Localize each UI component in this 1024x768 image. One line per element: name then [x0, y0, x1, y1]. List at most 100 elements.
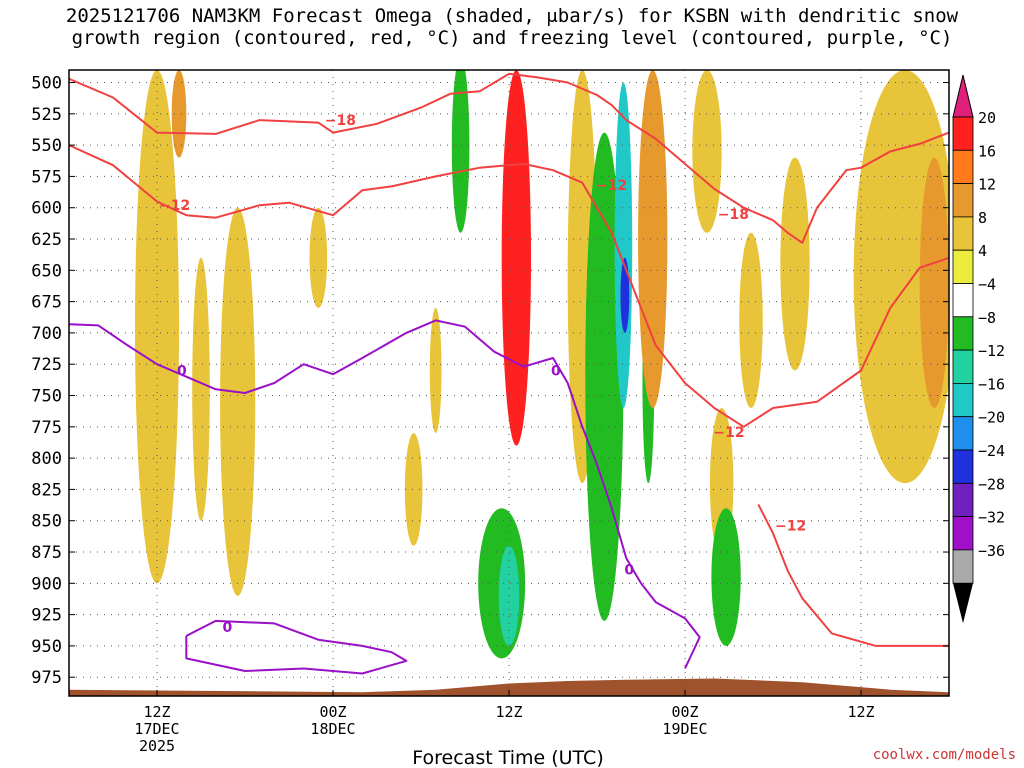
- colorbar-label-1: 16: [978, 142, 996, 160]
- contour-label-text: −18: [325, 113, 356, 129]
- x-tick-label-42-1: 19DEC: [662, 720, 707, 738]
- colorbar-swatch-8: [952, 382, 974, 418]
- contour-label-1-2: −12: [713, 425, 744, 441]
- colorbar-swatch-3: [952, 216, 974, 251]
- colorbar-label-4: 4: [978, 242, 987, 260]
- y-tick-label-725: 725: [31, 355, 62, 375]
- omega-region-22: [614, 82, 633, 409]
- colorbar-label-6: −8: [978, 309, 996, 327]
- x-tick-label-30-0: 12Z: [495, 703, 522, 721]
- x-tick-label-54-0: 12Z: [847, 703, 874, 721]
- chart-title-line1: 2025121706 NAM3KM Forecast Omega (shaded…: [65, 5, 959, 27]
- y-tick-label-900: 900: [31, 574, 62, 594]
- contour-label-1-3: −12: [775, 519, 806, 535]
- colorbar-label-8: −16: [978, 375, 1005, 393]
- omega-region-23: [508, 245, 524, 333]
- omega-region-8: [780, 157, 810, 371]
- omega-region-3: [404, 433, 423, 546]
- colorbar-swatch-7: [952, 349, 974, 384]
- colorbar-label-12: −32: [978, 509, 1005, 527]
- ground-surface: [69, 678, 949, 696]
- colorbar-swatch-1: [952, 149, 974, 185]
- omega-region-24: [620, 257, 630, 333]
- credit-text: coolwx.com/models: [873, 747, 1016, 763]
- colorbar-swatch-12: [952, 516, 974, 551]
- contour-label-0-1: −18: [718, 207, 749, 223]
- contour-label-1-0: −12: [159, 198, 190, 214]
- x-axis-label: Forecast Time (UTC): [412, 747, 603, 768]
- omega-region-0: [135, 70, 179, 584]
- colorbar-swatch-11: [952, 482, 974, 517]
- omega-region-15: [451, 70, 470, 233]
- colorbar-label-3: 8: [978, 209, 987, 227]
- y-tick-label-975: 975: [31, 668, 62, 688]
- contour-label-text: 0: [223, 620, 233, 636]
- colorbar-label-13: −36: [978, 542, 1005, 560]
- y-tick-label-775: 775: [31, 418, 62, 438]
- omega-region-11: [309, 207, 328, 308]
- contour-label-3-3: 0: [223, 620, 233, 636]
- omega-region-6: [692, 70, 722, 233]
- colorbar-label-0: 20: [978, 109, 996, 127]
- y-tick-label-675: 675: [31, 293, 62, 313]
- chart-title-line2: growth region (contoured, red, °C) and f…: [71, 27, 953, 49]
- colorbar-swatch-5: [952, 283, 974, 318]
- y-tick-label-600: 600: [31, 199, 62, 219]
- y-tick-label-850: 850: [31, 512, 62, 532]
- contour-label-3-1: 0: [551, 363, 561, 379]
- x-tick-label-18-1: 18DEC: [310, 720, 355, 738]
- x-tick-label-6-1: 17DEC: [134, 720, 179, 738]
- contour-label-3-0: 0: [177, 363, 187, 379]
- contour-4: [185, 619, 408, 675]
- colorbar-label-9: −20: [978, 409, 1005, 427]
- contour-label-text: −12: [159, 198, 190, 214]
- contour-label-3-2: 0: [624, 563, 634, 579]
- colorbar-top-arrow: [952, 74, 974, 118]
- colorbar-label-7: −12: [978, 342, 1005, 360]
- y-tick-label-650: 650: [31, 261, 62, 281]
- omega-region-18: [638, 70, 668, 409]
- contour-0: [69, 72, 949, 244]
- colorbar-swatch-9: [952, 416, 974, 451]
- omega-region-17: [171, 70, 187, 158]
- colorbar-swatch-10: [952, 449, 974, 484]
- colorbar-swatch-2: [952, 183, 974, 218]
- omega-region-14: [711, 508, 741, 646]
- colorbar-bottom-arrow: [953, 583, 973, 624]
- colorbar-label-5: −4: [978, 276, 996, 294]
- y-tick-label-875: 875: [31, 543, 62, 563]
- x-tick-label-6-0: 12Z: [143, 703, 170, 721]
- omega-region-12: [585, 132, 624, 621]
- x-tick-label-6-2: 2025: [139, 737, 175, 755]
- x-tick-label-18-0: 00Z: [319, 703, 346, 721]
- y-tick-label-500: 500: [31, 74, 62, 94]
- colorbar-swatch-0: [952, 116, 974, 151]
- y-tick-label-525: 525: [31, 105, 62, 125]
- contour-3: [69, 319, 701, 669]
- colorbar-label-11: −28: [978, 475, 1005, 493]
- y-tick-label-825: 825: [31, 480, 62, 500]
- y-tick-label-550: 550: [31, 136, 62, 156]
- y-tick-label-800: 800: [31, 449, 62, 469]
- omega-region-4: [429, 307, 442, 434]
- contour-label-text: 0: [624, 563, 634, 579]
- omega-region-1: [220, 207, 256, 596]
- colorbar-swatch-6: [952, 316, 974, 351]
- y-tick-label-700: 700: [31, 324, 62, 344]
- colorbar-swatch-4: [952, 249, 974, 284]
- contour-label-text: −12: [713, 425, 744, 441]
- contour-label-1-1: −12: [596, 178, 627, 194]
- contour-2: [757, 503, 949, 647]
- omega-region-19: [919, 157, 949, 409]
- y-tick-label-950: 950: [31, 637, 62, 657]
- contour-label-text: 0: [551, 363, 561, 379]
- colorbar-swatch-13: [952, 549, 974, 584]
- y-tick-label-575: 575: [31, 167, 62, 187]
- colorbar-label-10: −24: [978, 442, 1005, 460]
- y-tick-label-750: 750: [31, 387, 62, 407]
- y-tick-label-925: 925: [31, 606, 62, 626]
- contour-label-0-0: −18: [325, 113, 356, 129]
- x-tick-label-42-0: 00Z: [671, 703, 698, 721]
- contour-label-text: 0: [177, 363, 187, 379]
- contour-1: [69, 144, 949, 428]
